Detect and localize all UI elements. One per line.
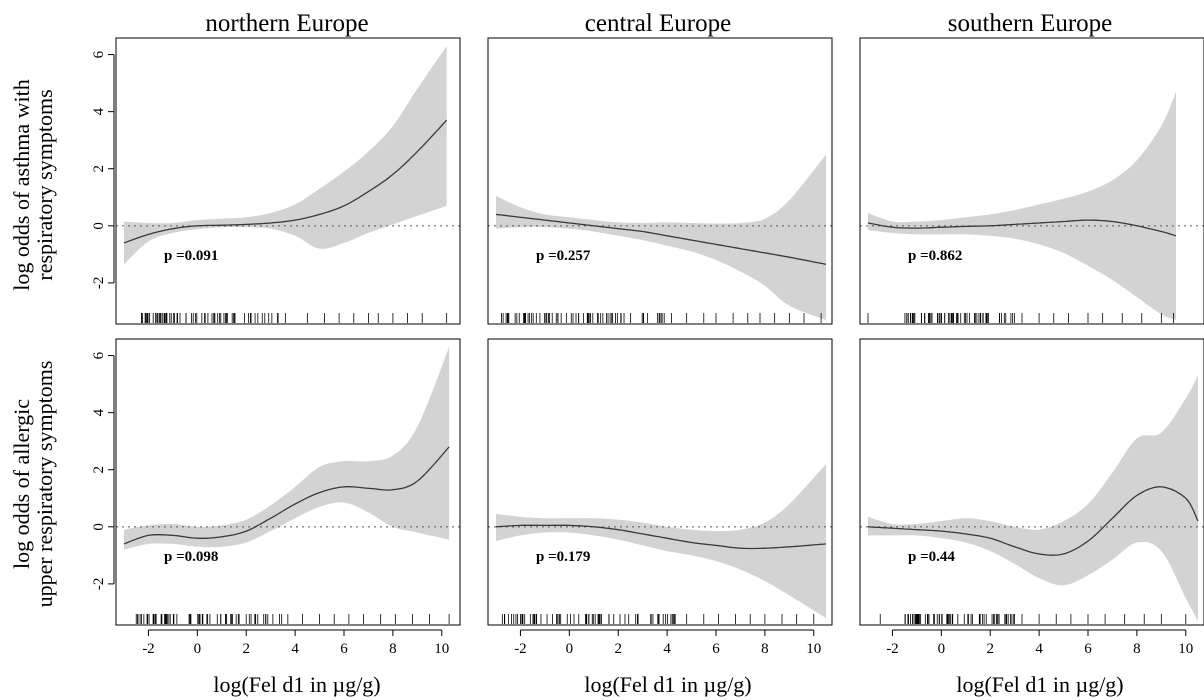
x-tick-label: 2 — [614, 641, 622, 657]
fitted-curve — [495, 213, 827, 265]
panel-allergic-northern: p =0.098 -2 0 2 4 6 -2 0 2 4 6 8 10 — [91, 338, 461, 657]
row-label-asthma-line2: respiratory symptoms — [32, 89, 57, 280]
x-tick-label: 8 — [761, 641, 769, 657]
rug-marks — [501, 614, 815, 624]
x-axis-label-northern: log(Fel d1 in µg/g) — [213, 672, 380, 697]
y-tick-label: 4 — [91, 408, 107, 416]
confidence-band — [124, 347, 450, 550]
x-tick-label: 10 — [1178, 641, 1193, 657]
panel-allergic-southern: p =0.44 -2 0 2 4 6 8 10 — [859, 338, 1204, 657]
p-value-label: p =0.091 — [164, 248, 218, 264]
panel-asthma-southern: p =0.862 — [859, 37, 1204, 325]
row-label-allergic-line1: log odds of allergic — [9, 399, 34, 569]
p-value-label: p =0.257 — [536, 248, 591, 264]
column-title-southern: southern Europe — [948, 10, 1113, 37]
rug-marks — [867, 313, 1174, 323]
y-tick-label: 2 — [91, 165, 107, 173]
y-tick-label: -2 — [91, 277, 107, 290]
panel-asthma-southern-plot-area — [860, 91, 1204, 323]
fitted-curve — [867, 219, 1177, 237]
x-tick-label: 10 — [806, 641, 821, 657]
panel-allergic-southern-plot-area — [860, 375, 1204, 624]
x-tick-label: 0 — [194, 641, 202, 657]
x-axis-label-central: log(Fel d1 in µg/g) — [584, 672, 751, 697]
confidence-band — [124, 46, 447, 265]
panel-frame — [115, 37, 461, 325]
x-tick-label: 4 — [1035, 641, 1043, 657]
p-value-label: p =0.179 — [536, 549, 590, 565]
confidence-band — [868, 375, 1198, 621]
y-tick-label: 6 — [91, 50, 107, 58]
x-tick-label: 2 — [242, 641, 250, 657]
x-tick-label: 4 — [291, 641, 299, 657]
x-tick-label: 6 — [712, 641, 720, 657]
rug-marks — [879, 614, 1187, 624]
p-value-label: p =0.098 — [164, 549, 218, 565]
panel-asthma-northern: p =0.091 -2 0 2 4 6 — [91, 37, 461, 325]
panels-group: p =0.091 -2 0 2 4 6 p =0.257 p =0.862 p =0.098 -2… — [91, 37, 1204, 657]
y-tick-label: 0 — [91, 222, 107, 230]
column-title-central: central Europe — [585, 10, 731, 37]
panel-asthma-central-plot-area — [488, 154, 832, 323]
panel-allergic-central-plot-area — [488, 464, 832, 624]
x-tick-label: -2 — [142, 641, 155, 657]
fitted-curve — [123, 446, 450, 545]
x-tick-label: -2 — [514, 641, 527, 657]
panel-frame — [487, 37, 833, 325]
y-tick-label: 6 — [91, 351, 107, 359]
x-tick-label: 10 — [434, 641, 449, 657]
p-value-label: p =0.862 — [908, 248, 962, 264]
panel-allergic-central: p =0.179 -2 0 2 4 6 8 10 — [487, 338, 833, 657]
rug-marks — [501, 313, 822, 323]
confidence-band — [496, 154, 826, 320]
x-axis-label-southern: log(Fel d1 in µg/g) — [956, 672, 1123, 697]
panel-allergic-northern-plot-area — [116, 347, 460, 624]
x-tick-label: 8 — [389, 641, 397, 657]
x-tick-label: 4 — [663, 641, 671, 657]
x-tick-label: 2 — [986, 641, 994, 657]
rug-marks — [135, 614, 450, 624]
fitted-curve — [123, 119, 448, 244]
confidence-band — [868, 91, 1176, 320]
panel-asthma-central: p =0.257 — [487, 37, 833, 325]
x-tick-label: 0 — [566, 641, 574, 657]
y-tick-label: 4 — [91, 107, 107, 115]
x-tick-label: 6 — [340, 641, 348, 657]
panel-frame — [859, 338, 1204, 626]
panel-frame — [487, 338, 833, 626]
panel-asthma-northern-plot-area — [116, 46, 460, 323]
panel-frame — [859, 37, 1204, 325]
p-value-label: p =0.44 — [908, 549, 955, 565]
rug-marks — [141, 313, 448, 323]
x-tick-label: 0 — [938, 641, 946, 657]
x-tick-label: 6 — [1084, 641, 1092, 657]
x-tick-label: 8 — [1133, 641, 1141, 657]
confidence-band — [496, 464, 826, 619]
column-title-northern: northern Europe — [205, 10, 368, 37]
panel-frame — [115, 338, 461, 626]
fitted-curve — [495, 524, 827, 550]
x-tick-label: -2 — [886, 641, 899, 657]
fitted-curve — [867, 486, 1199, 556]
y-tick-label: 2 — [91, 466, 107, 474]
row-label-allergic-line2: upper respiratory symptoms — [32, 361, 57, 608]
y-tick-label: 0 — [91, 523, 107, 531]
row-label-asthma-line1: log odds of asthma with — [9, 79, 34, 290]
y-tick-label: -2 — [91, 578, 107, 591]
